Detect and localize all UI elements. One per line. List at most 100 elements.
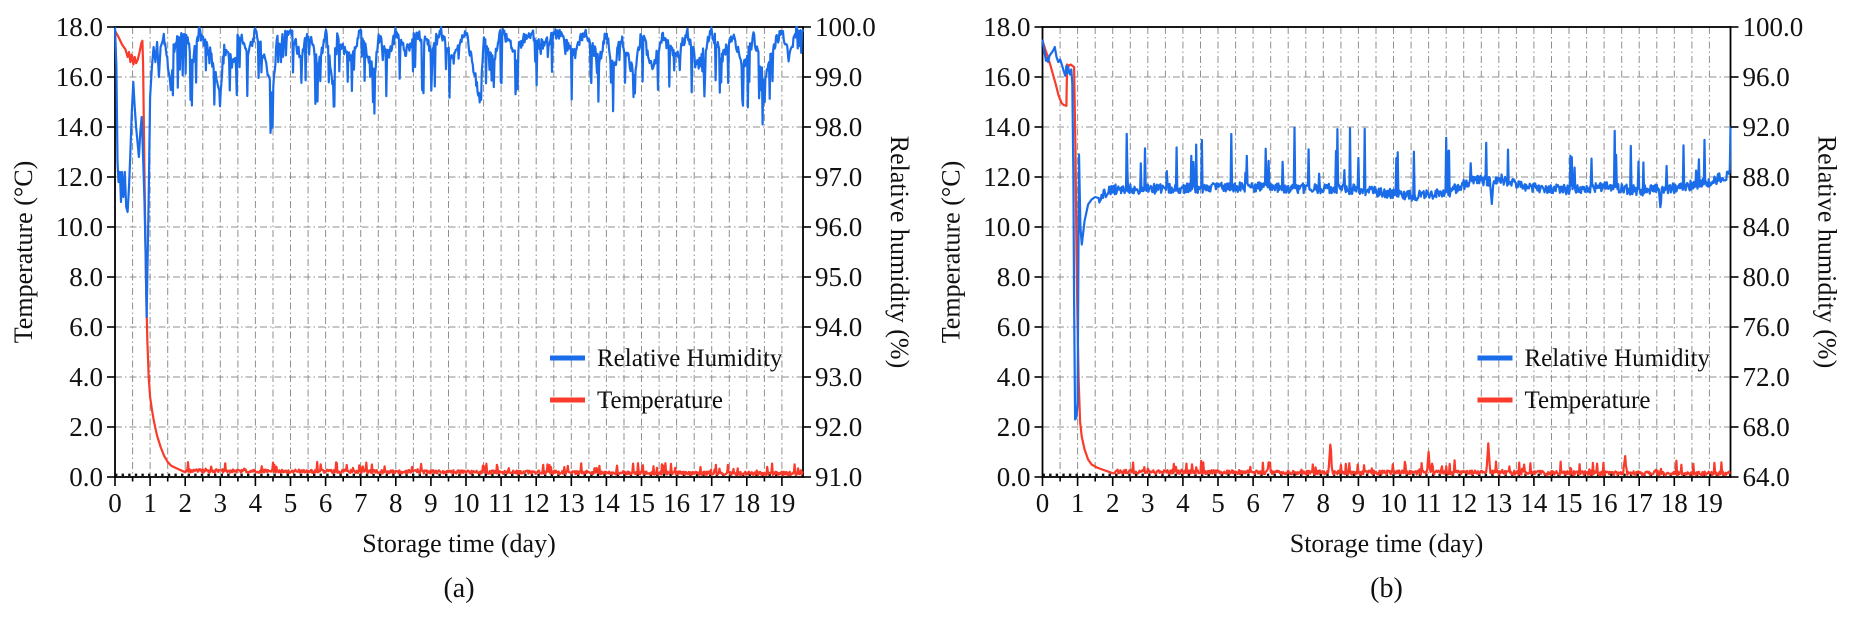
y-right-tick-label: 100.0 [815,12,876,42]
relative-humidity-line [113,25,805,319]
y-left-tick-label: 16.0 [56,62,103,92]
y-right-tick-label: 98.0 [815,112,862,142]
y-axis-right-title: Relative humidity (%) [1813,136,1842,369]
x-tick-label: 3 [1141,488,1155,518]
y-left-tick-label: 18.0 [56,12,103,42]
x-tick-label: 8 [389,488,403,518]
y-left-tick-label: 0.0 [69,462,103,492]
y-right-tick-label: 93.0 [815,362,862,392]
y-right-tick-label: 95.0 [815,262,862,292]
x-tick-label: 16 [663,488,690,518]
x-tick-label: 13 [558,488,585,518]
y-right-tick-label: 68.0 [1743,412,1790,442]
y-right-tick-label: 64.0 [1743,462,1790,492]
x-tick-label: 3 [214,488,228,518]
chart-b: 0.0 2.0 4.0 6.0 8.0 10.0 12.0 14.0 16.0 18.0 64.0 6… [927,0,1855,623]
x-tick-label: 19 [768,488,795,518]
x-axis-title: Storage time (day) [362,529,556,558]
y-left-tick-label: 12.0 [56,162,103,192]
y-left-tick-label: 2.0 [997,412,1031,442]
x-tick-label: 15 [1556,488,1583,518]
x-tick-label: 2 [1106,488,1120,518]
legend: Relative Humidity Temperature [550,345,783,414]
y-axis-right-title: Relative humidity (%) [885,136,914,369]
y-left-tick-label: 14.0 [56,112,103,142]
legend-label-humidity: Relative Humidity [1525,345,1711,372]
x-tick-label: 5 [284,488,298,518]
x-tick-label: 14 [593,488,621,518]
legend-label-temperature: Temperature [1525,387,1651,414]
chart-a: 0.0 2.0 4.0 6.0 8.0 10.0 12.0 14.0 16.0 18.0 91.0 9… [0,0,927,623]
y-right-tick-label: 72.0 [1743,362,1790,392]
x-tick-label: 0 [1036,488,1050,518]
y-right-tick-label: 76.0 [1743,312,1790,342]
y-right-tick-label: 92.0 [1743,112,1790,142]
y-left-tick-label: 4.0 [69,362,103,392]
x-tick-label: 17 [1626,488,1653,518]
x-tick-label: 9 [424,488,438,518]
legend-label-humidity: Relative Humidity [597,345,783,372]
y-axis-left-title: Temperature (°C) [937,161,966,344]
x-tick-label: 19 [1696,488,1723,518]
y-left-tick-label: 18.0 [983,12,1030,42]
x-tick-label: 14 [1520,488,1548,518]
x-axis-title: Storage time (day) [1290,529,1484,558]
x-tick-label: 10 [453,488,480,518]
y-left-tick-label: 16.0 [983,62,1030,92]
y-right-tick-label: 100.0 [1743,12,1804,42]
x-tick-label: 11 [1416,488,1442,518]
subfigure-caption: (b) [1370,573,1403,604]
temperature-line [114,30,804,477]
y-right-tick-label: 92.0 [815,412,862,442]
subfigure-caption: (a) [443,573,474,604]
x-tick-label: 9 [1352,488,1366,518]
x-tick-label: 18 [1661,488,1688,518]
y-right-tick-label: 94.0 [815,312,862,342]
y-right-tick-label: 84.0 [1743,212,1790,242]
y-right-tick-label: 96.0 [815,212,862,242]
series-group [1041,39,1732,477]
x-tick-label: 2 [178,488,192,518]
x-tick-label: 13 [1485,488,1512,518]
y-left-tick-label: 0.0 [997,462,1031,492]
x-tick-label: 15 [628,488,655,518]
y-left-tick-label: 6.0 [997,312,1031,342]
x-tick-label: 7 [1281,488,1295,518]
x-tick-label: 4 [249,488,263,518]
x-tick-label: 11 [488,488,514,518]
grid [115,27,803,477]
y-right-tick-label: 96.0 [1743,62,1790,92]
y-right-tick-label: 99.0 [815,62,862,92]
y-right-tick-label: 91.0 [815,462,862,492]
y-left-tick-label: 4.0 [997,362,1031,392]
x-tick-label: 8 [1317,488,1331,518]
legend: Relative Humidity Temperature [1477,345,1711,414]
y-left-tick-label: 10.0 [56,212,103,242]
x-tick-label: 17 [698,488,725,518]
plot-border [114,26,804,478]
temperature-line [1041,40,1731,477]
relative-humidity-line [1041,39,1732,421]
x-tick-label: 16 [1591,488,1618,518]
y-left-tick-label: 6.0 [69,312,103,342]
y-right-tick-label: 97.0 [815,162,862,192]
x-tick-label: 1 [1071,488,1085,518]
y-left-tick-label: 12.0 [983,162,1030,192]
x-tick-label: 12 [523,488,550,518]
y-right-tick-label: 88.0 [1743,162,1790,192]
x-tick-label: 0 [108,488,122,518]
y-right-tick-label: 80.0 [1743,262,1790,292]
x-tick-label: 1 [143,488,157,518]
x-tick-label: 4 [1176,488,1190,518]
y-left-tick-label: 8.0 [997,262,1031,292]
y-axis-left-title: Temperature (°C) [9,161,38,344]
x-tick-label: 10 [1380,488,1407,518]
series-group [113,25,805,477]
axis-ticks: 0.0 2.0 4.0 6.0 8.0 10.0 12.0 14.0 16.0 18.0 64.0 6… [983,12,1803,518]
plot-border [1041,26,1732,478]
y-left-tick-label: 8.0 [69,262,103,292]
axis-ticks: 0.0 2.0 4.0 6.0 8.0 10.0 12.0 14.0 16.0 18.0 91.0 9… [56,12,876,518]
x-tick-label: 18 [733,488,760,518]
x-tick-label: 6 [1246,488,1260,518]
